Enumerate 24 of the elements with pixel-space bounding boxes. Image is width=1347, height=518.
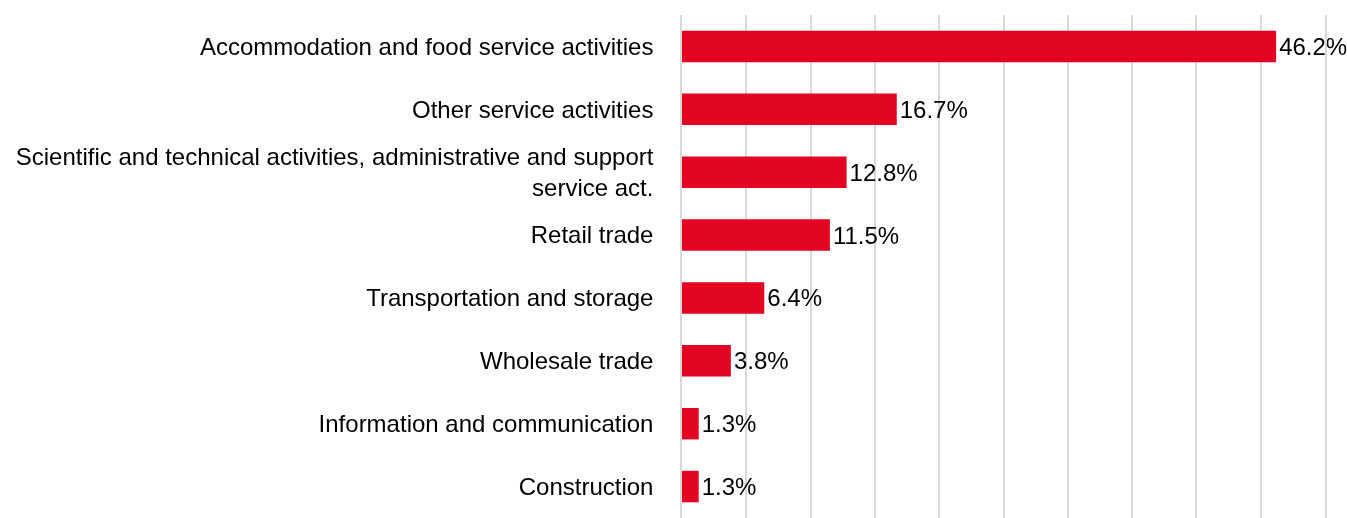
data-label: 46.2%: [1279, 32, 1347, 60]
y-tick-label: Wholesale trade: [480, 347, 654, 375]
bar: [682, 470, 699, 503]
data-label: 16.7%: [899, 95, 968, 123]
data-label: 1.3%: [701, 473, 757, 501]
y-tick-label: Information and communication: [318, 410, 654, 438]
y-tick-label: Scientific and technical activities, administrative and support service act.: [15, 142, 654, 202]
bar: [682, 156, 847, 188]
y-tick-label: Accommodation and food service activities: [199, 32, 654, 60]
data-label: 1.3%: [701, 410, 757, 438]
data-label: 3.8%: [733, 347, 789, 375]
data-label: 12.8%: [849, 158, 918, 186]
y-tick-label: Transportation and storage: [366, 284, 654, 312]
bar: [682, 345, 731, 377]
data-label: 6.4%: [767, 284, 822, 312]
bar: [682, 93, 897, 126]
y-tick-label: Other service activities: [412, 95, 654, 123]
bar: [682, 219, 830, 251]
y-tick-label: Retail trade: [530, 221, 654, 249]
y-tick-label: Construction: [518, 472, 654, 500]
data-label: 11.5%: [832, 221, 900, 249]
bar: [682, 282, 765, 314]
bar: [682, 30, 1277, 63]
bar: [682, 407, 699, 440]
